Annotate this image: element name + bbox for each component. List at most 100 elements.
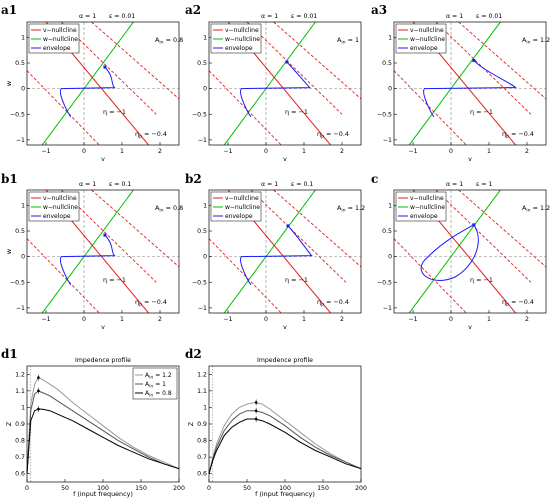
y-tick-label: 1 (203, 34, 207, 41)
legend-entry: w−nullcline (410, 204, 445, 211)
x-tick-label: 2 (158, 148, 162, 155)
v-nullcline-lower (209, 70, 282, 145)
amp-symbol: A (155, 204, 160, 212)
v-nullcline-upper (91, 22, 179, 100)
eta-p-symbol: η (502, 298, 506, 306)
legend-entry: v−nullcline (225, 27, 259, 34)
legend-entry: Ain = 0.8 (145, 390, 172, 399)
series-line (208, 410, 362, 474)
x-tick-label: 1 (487, 148, 491, 155)
v-nullcline-lower (394, 238, 467, 313)
envelope-curve (240, 61, 311, 118)
eta-label: η = −1 (285, 276, 308, 284)
w-nullcline (223, 22, 317, 145)
y-tick-label: 0 (388, 254, 392, 261)
panel-label: b1 (1, 172, 18, 186)
x-tick-label: 1 (302, 316, 306, 323)
panel-title-alpha: α = 1 (261, 181, 278, 188)
legend-entry: v−nullcline (225, 195, 259, 202)
panel-label: d1 (1, 347, 18, 361)
y-tick-label: 0.8 (197, 438, 207, 445)
envelope-curve (423, 60, 517, 118)
x-tick-label: 2 (525, 316, 529, 323)
x-tick-label: 50 (61, 485, 69, 492)
y-tick-label: 0.5 (15, 60, 25, 67)
amp-symbol: A (337, 36, 342, 44)
v-nullcline-lower (27, 70, 100, 145)
envelope-curve (59, 66, 116, 118)
legend-value: = 1 (153, 381, 166, 388)
v-nullcline-upper (458, 22, 546, 100)
panel-label: b2 (185, 172, 202, 186)
y-tick-label: −0.5 (10, 279, 25, 286)
legend: v−nullcline w−nullcline envelope (210, 191, 262, 222)
amp-value: = 0.8 (164, 36, 184, 44)
v-nullcline-upper (273, 190, 361, 268)
legend-entry: envelope (410, 213, 438, 220)
panel-d2: d2 Impedence profile 0 50 100 150 200 0.6 0.7 0.8… (185, 347, 367, 498)
y-tick-label: 0.5 (382, 60, 392, 67)
x-tick-label: 50 (243, 485, 251, 492)
panel-title: Impedence profile (75, 357, 131, 364)
envelope-curve (420, 224, 479, 281)
panel-a1: a1 α = 1 ε = 0.01 −1 0 1 2 −1 −0.5 0 0.5 1 v w v−nullc… (1, 3, 183, 163)
legend-entry: envelope (410, 45, 438, 52)
legend-value: = 0.8 (153, 390, 172, 397)
v-nullcline-shifted (435, 190, 532, 283)
y-tick-label: −1 (16, 137, 25, 144)
amp-value: = 1 (346, 36, 359, 44)
legend-entry: v−nullcline (43, 27, 77, 34)
eta-p-value: = −0.4 (142, 130, 167, 138)
x-axis-label: v (283, 323, 287, 331)
axes-frame (208, 189, 362, 314)
legend-entry: w−nullcline (43, 204, 78, 211)
y-axis-label: w (5, 249, 13, 254)
x-tick-label: 1 (120, 316, 124, 323)
legend-symbol: A (145, 381, 150, 388)
x-tick-label: 2 (158, 316, 162, 323)
legend-entry: envelope (43, 213, 71, 220)
y-tick-label: −0.5 (192, 111, 207, 118)
eta-p-label: ηp = −0.4 (317, 130, 349, 140)
panel-title-eps: ε = 0.1 (291, 181, 313, 188)
y-tick-label: 1 (21, 404, 25, 411)
amp-subscript: in (341, 208, 345, 214)
w-nullcline (408, 190, 502, 313)
y-tick-label: −1 (198, 137, 207, 144)
y-tick-label: −0.5 (377, 279, 392, 286)
x-tick-label: 200 (173, 485, 185, 492)
v-nullcline-shifted (246, 22, 343, 115)
legend-entry: w−nullcline (225, 36, 260, 43)
envelope-peak-marker (103, 233, 107, 237)
panel-a3: a3 α = 1 ε = 0.01 −1 0 1 2 −1 −0.5 0 0.5 1 v v−nullcl… (371, 3, 550, 163)
x-tick-label: 150 (317, 485, 329, 492)
x-axis-label: v (468, 323, 472, 331)
legend-entry: v−nullcline (410, 195, 444, 202)
v-nullcline-upper (458, 190, 546, 268)
x-tick-label: −1 (41, 148, 50, 155)
amp-symbol: A (337, 204, 342, 212)
legend-entry: envelope (225, 213, 253, 220)
series-line (208, 418, 362, 474)
eta-label: η = −1 (470, 276, 493, 284)
amplitude-label: Ain = 1.2 (522, 204, 550, 214)
x-tick-label: −1 (223, 148, 232, 155)
axes-frame (393, 21, 547, 146)
y-tick-label: 1 (21, 202, 25, 209)
legend: v−nullcline w−nullcline envelope (395, 191, 447, 222)
x-tick-label: 2 (525, 148, 529, 155)
panel-label: d2 (185, 347, 202, 361)
panel-label: a1 (1, 3, 17, 17)
v-nullcline-upper (91, 190, 179, 268)
x-tick-label: 0 (264, 148, 268, 155)
eta-p-subscript: p (321, 135, 324, 140)
y-tick-label: 0 (203, 86, 207, 93)
y-tick-label: 0.7 (197, 454, 207, 461)
y-tick-label: 1 (388, 202, 392, 209)
eta-p-value: = −0.4 (324, 130, 349, 138)
x-tick-label: 100 (279, 485, 291, 492)
eta-p-label: ηp = −0.4 (135, 298, 167, 308)
envelope-peak-marker (472, 58, 476, 62)
